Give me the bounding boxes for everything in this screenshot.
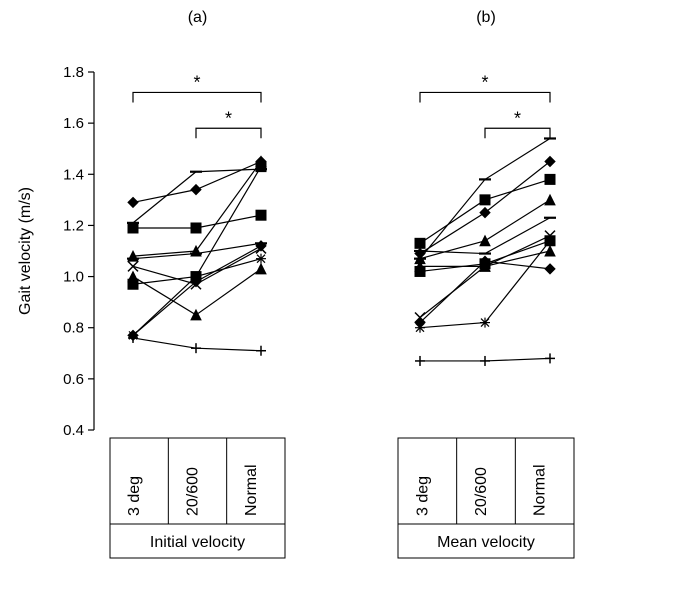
marker-cross [128,261,138,271]
x-category-label: 3 deg [126,476,143,516]
y-tick-label: 1.2 [63,217,84,234]
significance-star: * [193,72,200,92]
x-category-label: 3 deg [414,476,431,516]
marker-asterisk [480,318,490,328]
significance-bracket [485,128,550,138]
marker-square [480,195,490,205]
significance-bracket [420,92,550,102]
y-tick-label: 0.8 [63,320,84,337]
significance-bracket [133,92,261,102]
x-category-label: Normal [532,464,549,516]
y-tick-label: 0.4 [63,422,84,439]
marker-square [128,223,138,233]
significance-bracket [196,128,261,138]
marker-triangle [545,195,555,205]
y-axis-label: Gait velocity (m/s) [17,187,34,315]
chart-container: (a) (b) 0.4 0.6 0.8 1.0 1.2 1.4 1.6 1.8 Gait veloc… [0,0,675,596]
marker-square [545,174,555,184]
significance-star: * [481,72,488,92]
marker-triangle [191,310,201,320]
series-line [133,169,261,223]
marker-asterisk [256,254,266,264]
x-group-label: Initial velocity [150,534,245,551]
series-line [133,259,261,336]
y-tick-label: 1.8 [63,64,84,81]
series-line [133,162,261,257]
marker-square [191,223,201,233]
marker-plus [480,356,490,366]
marker-triangle [480,236,490,246]
marker-plus [545,353,555,363]
x-category-label: 20/600 [185,467,202,516]
marker-plus [256,346,266,356]
marker-square [256,162,266,172]
panel-label-a: (a) [188,9,208,26]
y-tick-label: 1.6 [63,115,84,132]
y-tick-label: 0.6 [63,371,84,388]
chart-svg: (a) (b) 0.4 0.6 0.8 1.0 1.2 1.4 1.6 1.8 Gait veloc… [0,0,675,596]
marker-diamond [545,264,555,274]
x-category-label: 20/600 [473,467,490,516]
series-line [133,162,261,203]
marker-triangle [545,246,555,256]
marker-triangle [128,272,138,282]
marker-square [415,238,425,248]
y-tick-label: 1.4 [63,166,84,183]
significance-star: * [225,108,232,128]
marker-diamond [191,185,201,195]
x-group-label: Mean velocity [437,534,535,551]
marker-square [256,210,266,220]
marker-plus [191,343,201,353]
y-tick-label: 1.0 [63,269,84,286]
marker-diamond [128,197,138,207]
marker-asterisk [545,236,555,246]
marker-triangle [256,264,266,274]
marker-plus [415,356,425,366]
x-category-label: Normal [243,464,260,516]
panel-label-b: (b) [476,9,496,26]
significance-star: * [514,108,521,128]
